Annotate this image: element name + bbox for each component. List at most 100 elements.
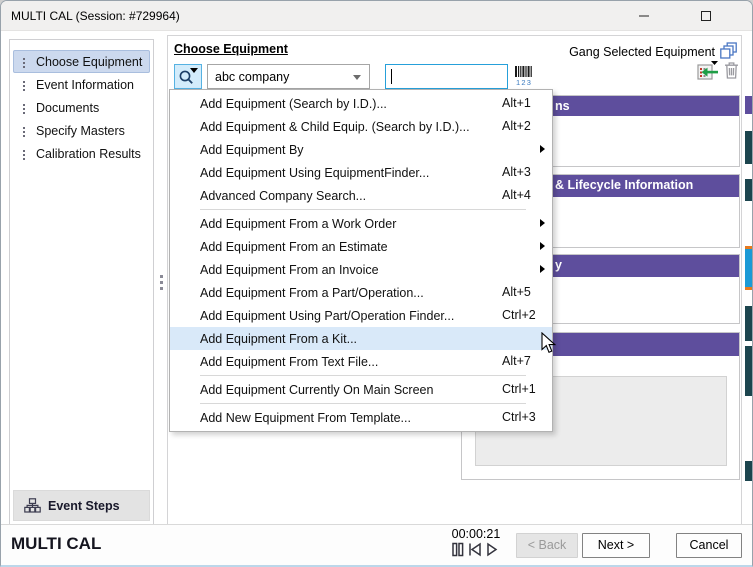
menu-item-add-equipment-search-by-i-d[interactable]: Add Equipment (Search by I.D.)... Alt+1 xyxy=(170,92,552,115)
text-caret xyxy=(391,69,392,84)
menu-item-add-equipment-from-a-part-operation[interactable]: Add Equipment From a Part/Operation... Al… xyxy=(170,281,552,304)
menu-item-add-equipment-from-text-file[interactable]: Add Equipment From Text File... Alt+7 xyxy=(170,350,552,373)
window-title: MULTI CAL (Session: #729964) xyxy=(11,8,180,23)
add-equipment-menu: Add Equipment (Search by I.D.)... Alt+1 Ad… xyxy=(169,89,553,432)
search-icon xyxy=(179,70,193,84)
menu-separator xyxy=(200,209,526,210)
minimize-button[interactable] xyxy=(621,1,667,30)
titlebar: MULTI CAL (Session: #729964) xyxy=(1,1,752,31)
menu-item-label: Add Equipment From an Estimate xyxy=(200,239,388,254)
submenu-arrow-icon xyxy=(540,242,545,250)
submenu-arrow-icon xyxy=(540,265,545,273)
clipped-panel-fragment xyxy=(745,461,752,481)
org-chart-icon xyxy=(24,498,41,513)
menu-item-add-equipment-currently-on-main-screen[interactable]: Add Equipment Currently On Main Screen Ct… xyxy=(170,378,552,401)
grip-dots-icon xyxy=(23,58,25,60)
menu-item-shortcut: Alt+1 xyxy=(502,96,531,110)
grip-dots-icon xyxy=(23,104,25,106)
equipment-id-input-wrap xyxy=(385,64,508,89)
session-timer-box: 00:00:21 xyxy=(431,527,521,563)
sidebar-nav: Choose Equipment Event Information Documen… xyxy=(10,50,153,165)
footer-bar: MULTI CAL 00:00:21 xyxy=(1,524,752,565)
grip-dots-icon xyxy=(23,127,25,129)
barcode-entry-icon[interactable]: 123 xyxy=(514,65,534,87)
menu-item-add-equipment-from-a-work-order[interactable]: Add Equipment From a Work Order xyxy=(170,212,552,235)
sidebar-item-label: Choose Equipment xyxy=(36,54,143,69)
sidebar-item-specify-masters[interactable]: Specify Masters xyxy=(13,119,150,142)
menu-item-add-equipment-from-a-kit[interactable]: Add Equipment From a Kit... xyxy=(170,327,552,350)
menu-item-label: Add Equipment From Text File... xyxy=(200,354,379,369)
menu-item-label: Advanced Company Search... xyxy=(200,188,367,203)
menu-separator xyxy=(200,403,526,404)
maximize-button[interactable] xyxy=(683,1,729,30)
menu-item-label: Add Equipment By xyxy=(200,142,304,157)
menu-item-shortcut: Alt+7 xyxy=(502,354,531,368)
menu-item-add-equipment-using-part-operation-finder[interactable]: Add Equipment Using Part/Operation Finde… xyxy=(170,304,552,327)
menu-item-add-equipment-from-an-estimate[interactable]: Add Equipment From an Estimate xyxy=(170,235,552,258)
menu-item-label: Add Equipment & Child Equip. (Search by … xyxy=(200,119,470,134)
sidebar-item-label: Calibration Results xyxy=(36,146,141,161)
company-combobox-value: abc company xyxy=(215,69,290,84)
group-header-text: y xyxy=(555,258,562,272)
green-arrow-icon xyxy=(701,67,718,77)
menu-item-label: Add Equipment From an Invoice xyxy=(200,262,379,277)
splitter-grip[interactable] xyxy=(159,273,163,295)
clipped-panel-fragment xyxy=(745,249,752,287)
menu-item-add-new-equipment-from-template[interactable]: Add New Equipment From Template... Ctrl+3 xyxy=(170,406,552,429)
menu-item-add-equipment-using-equipmentfinder[interactable]: Add Equipment Using EquipmentFinder... Al… xyxy=(170,161,552,184)
import-equipment-button[interactable] xyxy=(697,60,719,80)
grip-dots-icon xyxy=(23,81,25,83)
menu-item-label: Add New Equipment From Template... xyxy=(200,410,411,425)
menu-item-shortcut: Ctrl+1 xyxy=(502,382,536,396)
minimize-icon xyxy=(639,15,649,16)
cancel-button[interactable]: Cancel xyxy=(676,533,742,558)
menu-item-label: Add Equipment Currently On Main Screen xyxy=(200,382,434,397)
event-steps-label: Event Steps xyxy=(48,498,120,513)
play-button[interactable] xyxy=(487,542,498,557)
menu-item-label: Add Equipment Using Part/Operation Finde… xyxy=(200,308,455,323)
menu-separator xyxy=(200,375,526,376)
menu-item-advanced-company-search[interactable]: Advanced Company Search... Alt+4 xyxy=(170,184,552,207)
clipped-panel-fragment xyxy=(745,131,752,164)
group-header-text: ns xyxy=(555,99,570,113)
delete-equipment-button[interactable] xyxy=(724,62,739,79)
next-button[interactable]: Next > xyxy=(582,533,650,558)
pause-button[interactable] xyxy=(452,542,464,557)
session-timer: 00:00:21 xyxy=(451,527,501,541)
sidebar-item-label: Specify Masters xyxy=(36,123,125,138)
event-steps-button[interactable]: Event Steps xyxy=(13,490,150,521)
menu-item-label: Add Equipment From a Part/Operation... xyxy=(200,285,424,300)
gang-equipment-stack-icon[interactable] xyxy=(719,42,738,60)
menu-item-add-equipment-by[interactable]: Add Equipment By xyxy=(170,138,552,161)
menu-item-label: Add Equipment (Search by I.D.)... xyxy=(200,96,387,111)
equipment-id-input[interactable] xyxy=(386,65,507,88)
submenu-arrow-icon xyxy=(540,219,545,227)
menu-item-add-equipment-from-an-invoice[interactable]: Add Equipment From an Invoice xyxy=(170,258,552,281)
menu-item-shortcut: Alt+3 xyxy=(502,165,531,179)
sidebar: Choose Equipment Event Information Documen… xyxy=(9,39,154,526)
clipped-panel-fragment xyxy=(745,179,752,201)
menu-item-shortcut: Alt+4 xyxy=(502,188,531,202)
sidebar-item-documents[interactable]: Documents xyxy=(13,96,150,119)
sidebar-item-choose-equipment[interactable]: Choose Equipment xyxy=(13,50,150,73)
clipped-panel-fragment xyxy=(745,96,752,114)
sidebar-item-calibration-results[interactable]: Calibration Results xyxy=(13,142,150,165)
menu-item-shortcut: Alt+5 xyxy=(502,285,531,299)
restart-button[interactable] xyxy=(469,542,481,557)
group-header-text: & Lifecycle Information xyxy=(555,178,694,192)
submenu-arrow-icon xyxy=(540,145,545,153)
sidebar-item-label: Documents xyxy=(36,100,100,115)
timer-controls xyxy=(452,542,498,557)
company-combobox[interactable]: abc company xyxy=(207,64,370,89)
back-button[interactable]: < Back xyxy=(516,533,578,558)
menu-item-label: Add Equipment From a Kit... xyxy=(200,331,358,346)
menu-item-add-equipment-child-equip-search-by-i-d[interactable]: Add Equipment & Child Equip. (Search by … xyxy=(170,115,552,138)
add-equipment-search-button[interactable] xyxy=(174,64,202,89)
grip-dots-icon xyxy=(23,150,25,152)
clipped-panel-fragment xyxy=(745,306,752,341)
svg-text:123: 123 xyxy=(516,78,532,87)
sidebar-item-event-information[interactable]: Event Information xyxy=(13,73,150,96)
clipped-panel-fragment xyxy=(745,246,752,249)
chevron-down-icon xyxy=(353,75,361,80)
